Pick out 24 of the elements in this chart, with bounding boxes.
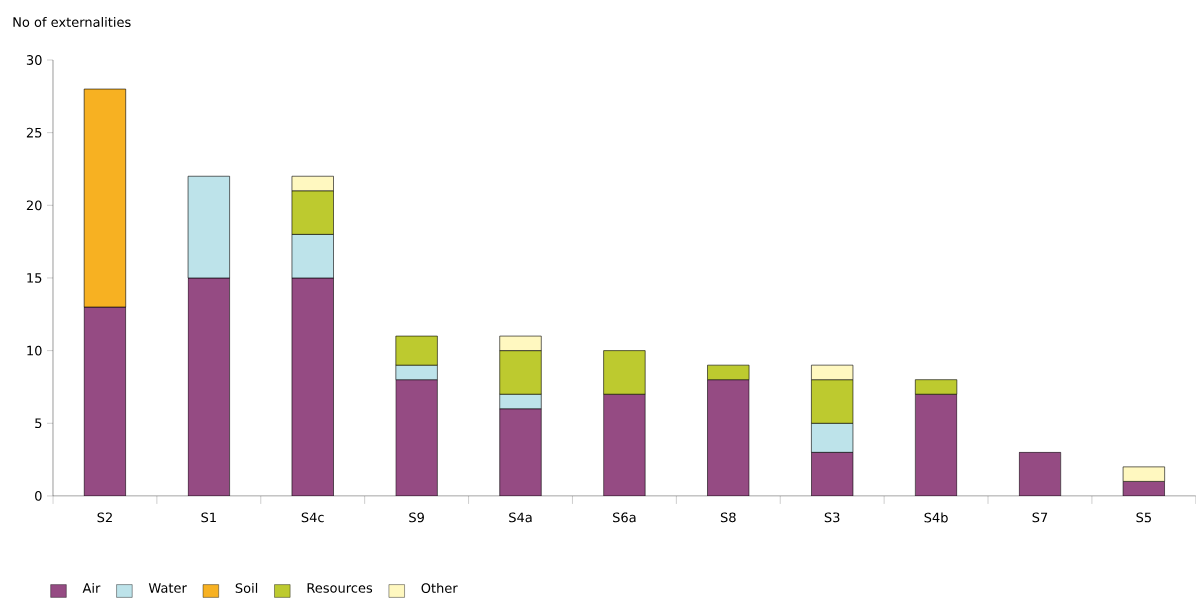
legend-label: Resources	[307, 583, 373, 593]
y-axis-title: No of externalities	[13, 17, 131, 28]
x-tick-label: S4a	[509, 512, 532, 523]
x-tick-label: S3	[824, 512, 840, 523]
y-tick-label: 30	[26, 55, 42, 65]
x-tick-label: S9	[409, 512, 424, 523]
legend-label: Water	[148, 583, 187, 593]
y-tick-label: 10	[27, 345, 42, 356]
x-tick-label: S7	[1032, 512, 1048, 523]
y-tick-label: 15	[27, 273, 42, 283]
x-tick-label: S6a	[613, 512, 636, 523]
y-tick-label: 25	[26, 127, 42, 138]
y-tick-label: 5	[35, 418, 42, 429]
x-tick-label: S8	[720, 512, 736, 523]
legend-label: Soil	[235, 582, 258, 594]
y-tick-label: 0	[35, 491, 42, 501]
x-tick-label: S2	[97, 512, 112, 523]
legend-label: Air	[82, 582, 101, 593]
x-tick-label: S4c	[301, 512, 324, 523]
x-tick-label: S5	[1136, 512, 1151, 523]
x-tick-label: S1	[201, 512, 216, 523]
x-tick-label: S4b	[924, 512, 948, 523]
legend-label: Other	[421, 582, 458, 594]
y-tick-label: 20	[26, 200, 42, 211]
